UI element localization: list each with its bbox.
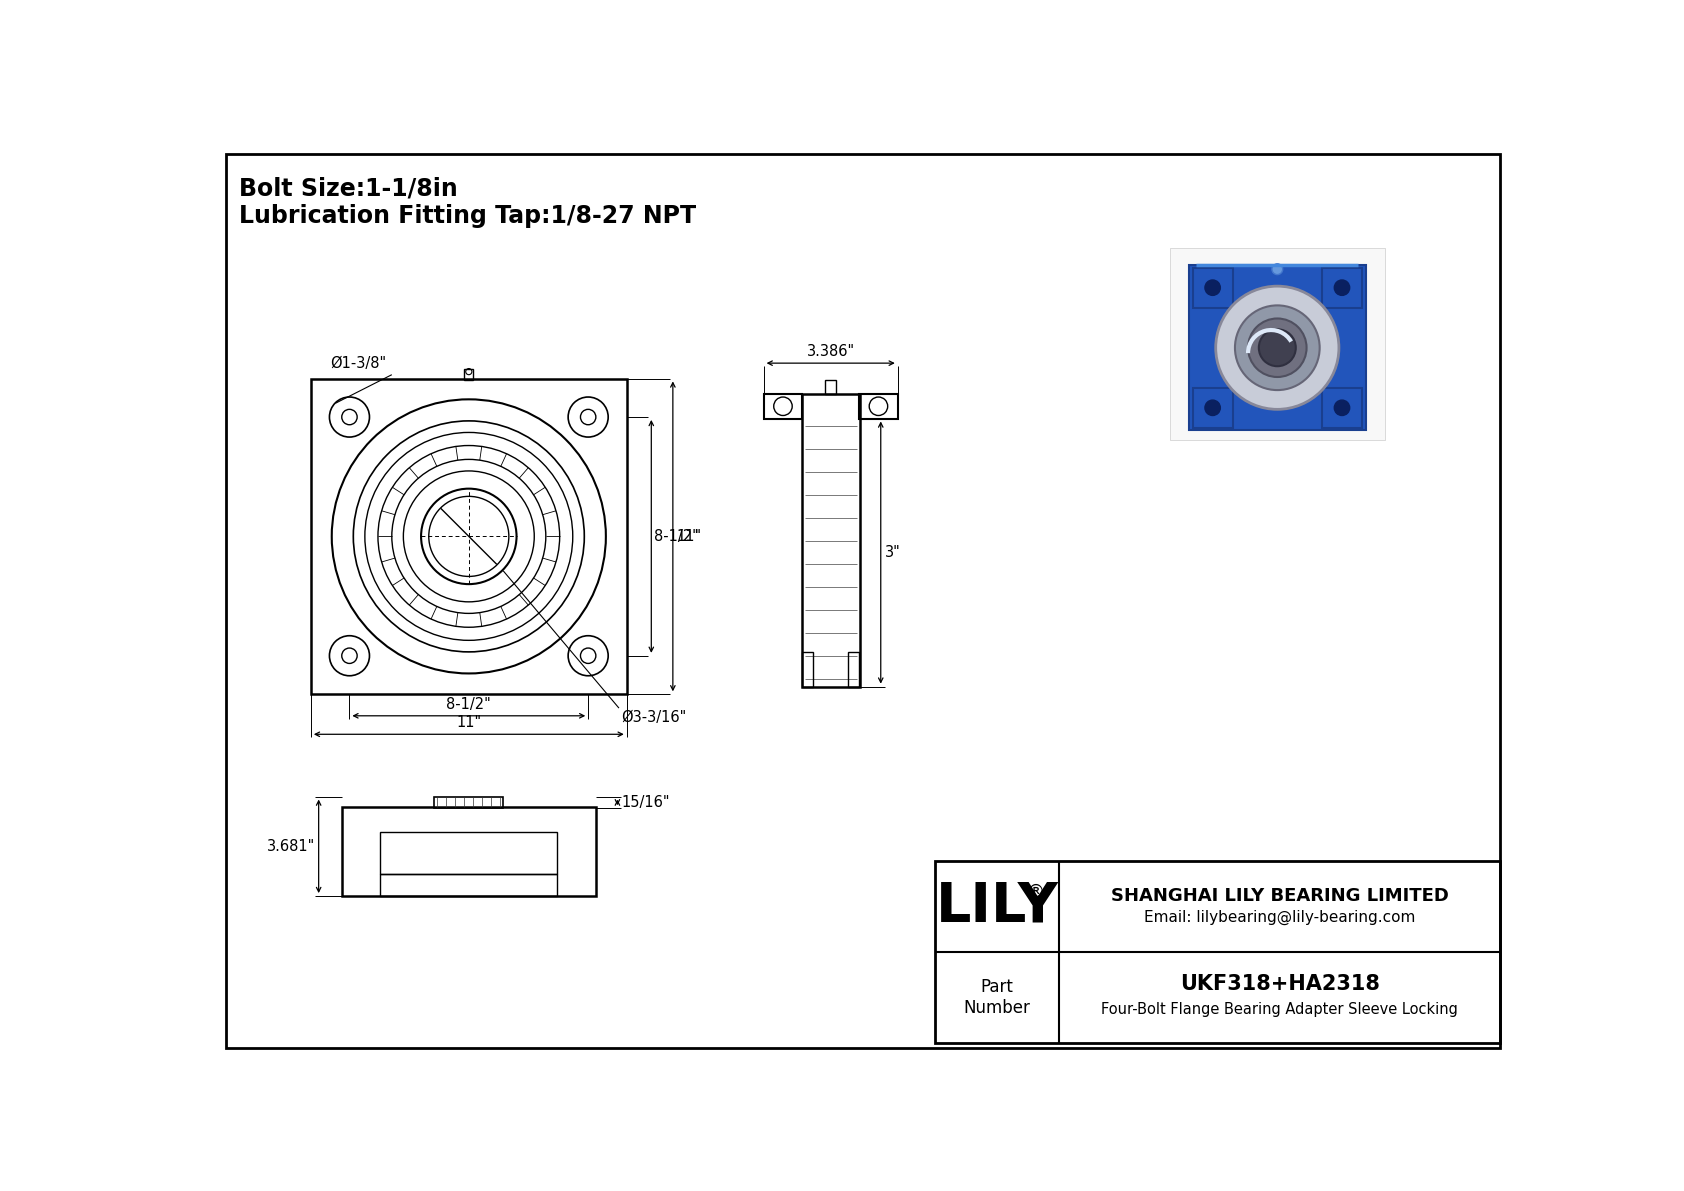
Bar: [849, 651, 859, 686]
Circle shape: [1260, 329, 1295, 366]
Text: 11": 11": [456, 716, 482, 730]
Text: ®: ®: [1026, 883, 1044, 900]
Text: 3.681": 3.681": [266, 838, 315, 854]
Bar: [1192, 388, 1233, 428]
Bar: [434, 797, 504, 809]
Text: Email: lilybearing@lily-bearing.com: Email: lilybearing@lily-bearing.com: [1143, 910, 1415, 925]
Bar: [1322, 388, 1362, 428]
Circle shape: [1206, 280, 1221, 295]
Bar: [859, 394, 898, 418]
Bar: [381, 874, 557, 896]
Bar: [935, 861, 1500, 1043]
Bar: [465, 368, 473, 380]
Text: 3": 3": [884, 545, 901, 560]
Bar: [1169, 248, 1386, 441]
Bar: [1322, 268, 1362, 307]
Text: Bolt Size:1-1/8in: Bolt Size:1-1/8in: [239, 176, 458, 200]
Text: Ø3-3/16": Ø3-3/16": [621, 710, 687, 725]
Bar: [802, 651, 813, 686]
Circle shape: [1216, 286, 1339, 410]
Text: 11": 11": [675, 529, 701, 544]
Circle shape: [1334, 400, 1349, 416]
Circle shape: [1234, 305, 1320, 391]
Bar: [765, 394, 802, 418]
Text: LILY: LILY: [936, 880, 1059, 934]
Text: Lubrication Fitting Tap:1/8-27 NPT: Lubrication Fitting Tap:1/8-27 NPT: [239, 204, 697, 227]
Bar: [1192, 268, 1233, 307]
Text: 8-1/2": 8-1/2": [446, 697, 492, 712]
Circle shape: [1206, 400, 1221, 416]
Circle shape: [1271, 264, 1283, 275]
Bar: [342, 807, 596, 896]
Text: SHANGHAI LILY BEARING LIMITED: SHANGHAI LILY BEARING LIMITED: [1111, 887, 1448, 905]
Bar: [802, 394, 861, 686]
Bar: [312, 379, 626, 694]
Text: 15/16": 15/16": [621, 794, 670, 810]
Circle shape: [1248, 318, 1307, 378]
Text: Ø1-3/8": Ø1-3/8": [330, 356, 386, 370]
Text: Part
Number: Part Number: [963, 978, 1031, 1017]
Text: UKF318+HA2318: UKF318+HA2318: [1180, 974, 1379, 993]
Circle shape: [1334, 280, 1349, 295]
Bar: [825, 380, 835, 394]
Text: Four-Bolt Flange Bearing Adapter Sleeve Locking: Four-Bolt Flange Bearing Adapter Sleeve …: [1101, 1003, 1458, 1017]
Bar: [1189, 264, 1366, 430]
Text: 8-1/2": 8-1/2": [655, 529, 699, 544]
Bar: [381, 833, 557, 874]
Text: 3.386": 3.386": [807, 344, 855, 360]
